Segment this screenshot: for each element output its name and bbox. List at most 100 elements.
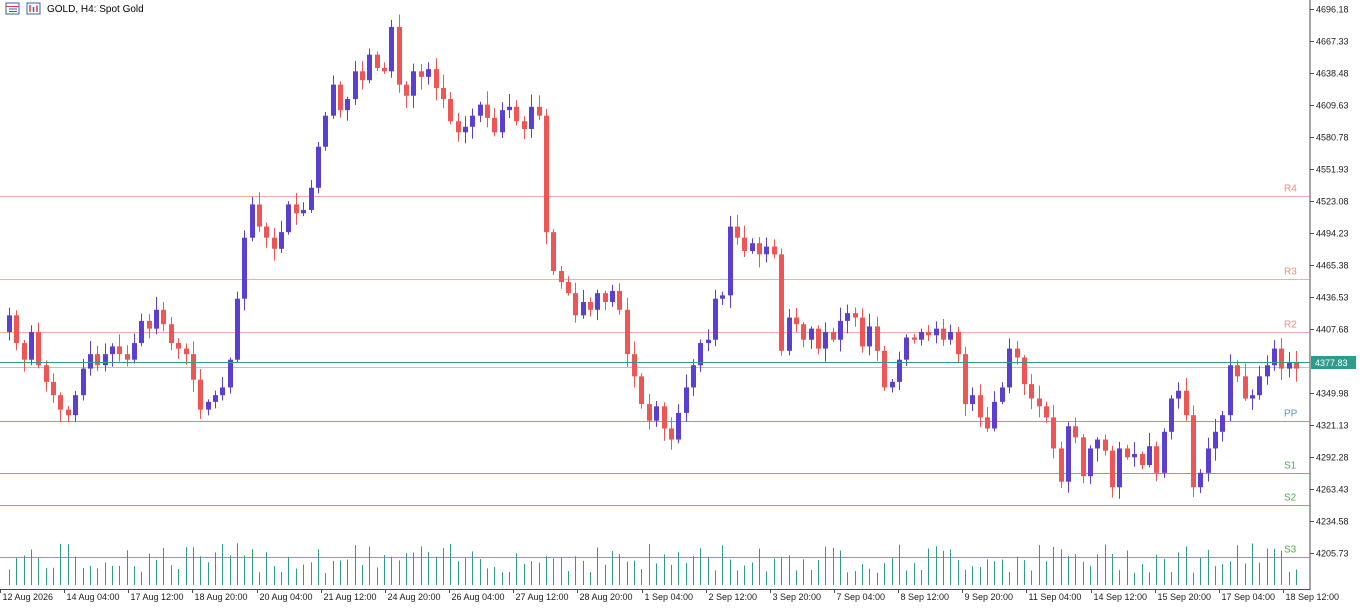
candle[interactable]: [956, 326, 961, 364]
candle[interactable]: [103, 343, 108, 372]
candle[interactable]: [353, 60, 358, 106]
candle[interactable]: [397, 14, 402, 93]
candle[interactable]: [985, 407, 990, 432]
candle[interactable]: [419, 64, 424, 90]
candle[interactable]: [492, 108, 497, 137]
candle[interactable]: [588, 297, 593, 317]
candle[interactable]: [279, 220, 284, 253]
candle[interactable]: [801, 321, 806, 348]
candle[interactable]: [514, 100, 519, 126]
candle[interactable]: [272, 228, 277, 261]
candle[interactable]: [411, 63, 416, 108]
candle[interactable]: [7, 307, 12, 341]
candle[interactable]: [220, 377, 225, 401]
candle[interactable]: [66, 406, 71, 423]
candle[interactable]: [1265, 355, 1270, 385]
candle[interactable]: [1081, 434, 1086, 484]
candle[interactable]: [897, 351, 902, 390]
candle[interactable]: [669, 417, 674, 450]
candle[interactable]: [1029, 374, 1034, 410]
candle[interactable]: [1176, 382, 1181, 409]
candle[interactable]: [1059, 441, 1064, 489]
candle[interactable]: [1228, 354, 1233, 422]
candle[interactable]: [809, 326, 814, 349]
candle[interactable]: [184, 343, 189, 365]
candle[interactable]: [757, 237, 762, 268]
candle[interactable]: [426, 62, 431, 85]
candle[interactable]: [198, 369, 203, 419]
candle[interactable]: [500, 102, 505, 139]
candle[interactable]: [58, 392, 63, 423]
candle[interactable]: [639, 373, 644, 409]
candle[interactable]: [926, 325, 931, 341]
candle[interactable]: [551, 228, 556, 275]
candle[interactable]: [375, 51, 380, 71]
candle[interactable]: [941, 318, 946, 346]
candle[interactable]: [742, 225, 747, 258]
candle[interactable]: [1250, 389, 1255, 410]
candle[interactable]: [206, 399, 211, 416]
grid-icon[interactable]: [5, 2, 20, 15]
candle[interactable]: [720, 291, 725, 306]
candle[interactable]: [448, 91, 453, 125]
candle[interactable]: [331, 75, 336, 119]
candle[interactable]: [948, 324, 953, 345]
candle[interactable]: [456, 112, 461, 142]
candle[interactable]: [963, 346, 968, 416]
candle[interactable]: [617, 283, 622, 315]
candle[interactable]: [1169, 395, 1174, 440]
candle[interactable]: [250, 196, 255, 242]
candle[interactable]: [242, 230, 247, 311]
candle[interactable]: [1037, 385, 1042, 418]
candle[interactable]: [228, 357, 233, 394]
candle[interactable]: [88, 341, 93, 376]
candle[interactable]: [191, 341, 196, 393]
candle[interactable]: [853, 307, 858, 327]
candle[interactable]: [264, 222, 269, 248]
time-axis[interactable]: 12 Aug 2026 14 Aug 04:00 17 Aug 12:00 18 Au…: [0, 589, 1340, 602]
candle[interactable]: [139, 313, 144, 347]
candle[interactable]: [838, 307, 843, 352]
candle[interactable]: [735, 214, 740, 245]
candle[interactable]: [816, 325, 821, 355]
candle[interactable]: [662, 402, 667, 441]
candle[interactable]: [29, 325, 34, 366]
candle[interactable]: [890, 379, 895, 393]
candle[interactable]: [779, 248, 784, 356]
candle[interactable]: [1007, 338, 1012, 394]
candle[interactable]: [1162, 428, 1167, 478]
candle[interactable]: [787, 309, 792, 356]
candle[interactable]: [698, 339, 703, 372]
candle[interactable]: [882, 345, 887, 392]
candle[interactable]: [1213, 418, 1218, 461]
candle[interactable]: [257, 192, 262, 232]
candle[interactable]: [147, 314, 152, 339]
candle[interactable]: [970, 387, 975, 411]
candle[interactable]: [132, 333, 137, 364]
candle[interactable]: [750, 238, 755, 254]
candle[interactable]: [95, 345, 100, 372]
candle[interactable]: [595, 289, 600, 321]
candle[interactable]: [603, 290, 608, 311]
candle[interactable]: [728, 216, 733, 308]
candle[interactable]: [463, 116, 468, 144]
candle[interactable]: [1103, 434, 1108, 456]
candle[interactable]: [566, 276, 571, 296]
candle[interactable]: [125, 345, 130, 367]
candle[interactable]: [309, 180, 314, 213]
candle[interactable]: [1073, 417, 1078, 444]
chart-icon[interactable]: [26, 2, 41, 15]
candle[interactable]: [713, 289, 718, 347]
candle[interactable]: [522, 116, 527, 140]
candle[interactable]: [301, 202, 306, 217]
candle[interactable]: [1000, 382, 1005, 405]
candle[interactable]: [537, 95, 542, 120]
candle[interactable]: [1044, 401, 1049, 423]
candle[interactable]: [919, 328, 924, 346]
candle[interactable]: [764, 237, 769, 263]
candle[interactable]: [404, 81, 409, 108]
candle[interactable]: [36, 322, 41, 369]
candle[interactable]: [1095, 437, 1100, 462]
candle[interactable]: [382, 62, 387, 74]
candle[interactable]: [1022, 355, 1027, 396]
